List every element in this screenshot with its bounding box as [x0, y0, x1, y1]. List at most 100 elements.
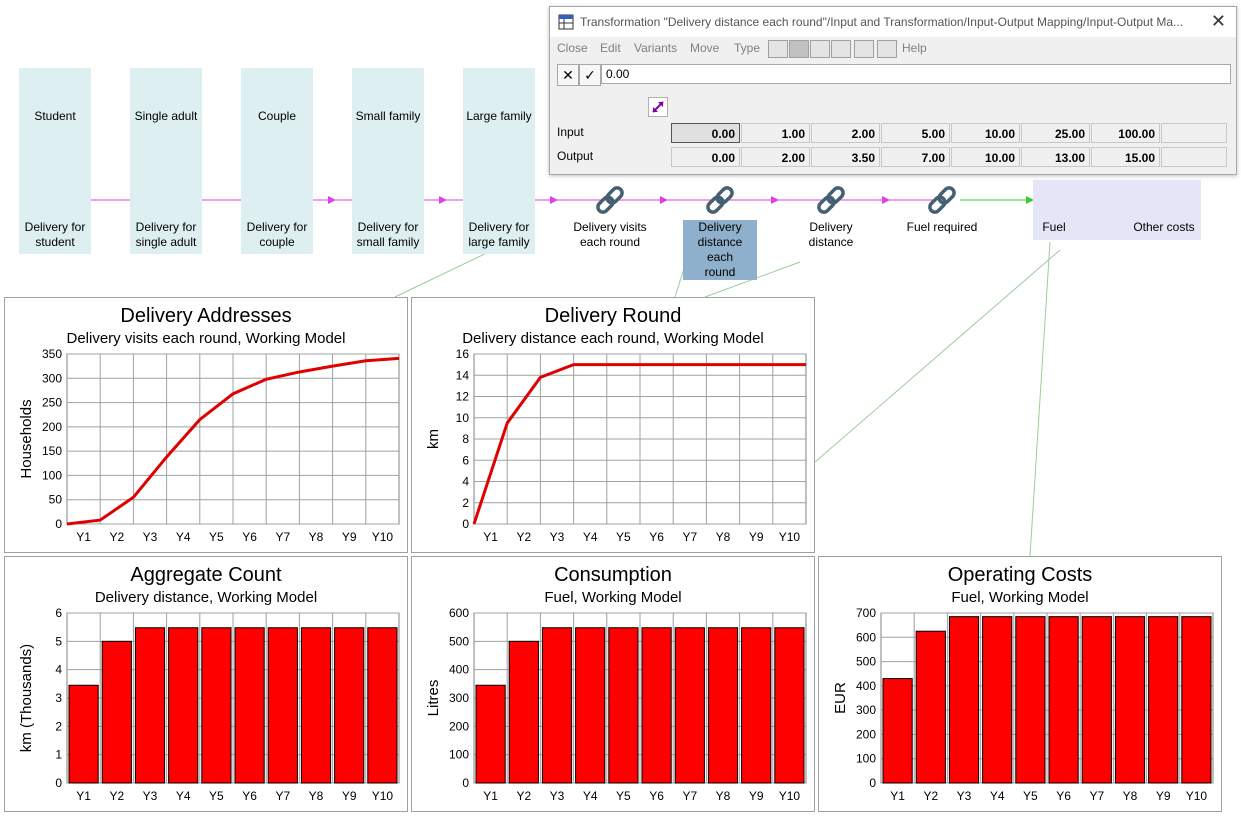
delivery-node-label[interactable]: Delivery for large family	[468, 220, 530, 249]
bar[interactable]	[1015, 616, 1046, 784]
series-line[interactable]	[66, 356, 400, 526]
bar[interactable]	[101, 640, 132, 784]
input-cell[interactable]: 2.00	[811, 123, 880, 143]
bar[interactable]	[641, 627, 672, 784]
y-tick-label: 8	[462, 432, 469, 446]
bar[interactable]	[575, 627, 606, 784]
output-cell[interactable]: 2.00	[741, 147, 810, 167]
menu-help[interactable]: Help	[902, 41, 927, 55]
chain-link-icon[interactable]	[596, 186, 624, 214]
menu-variants[interactable]: Variants	[634, 41, 678, 55]
bar[interactable]	[774, 627, 805, 784]
bar[interactable]	[741, 627, 772, 784]
delivery-node-label[interactable]: Delivery for couple	[246, 220, 308, 249]
source-node-label[interactable]: Student	[34, 109, 76, 123]
bar[interactable]	[948, 616, 980, 784]
chain-link-icon[interactable]	[928, 186, 956, 214]
bar[interactable]	[300, 627, 332, 784]
chart-delivery-addresses[interactable]: 0 50 100 150 200 250 300 350 Y1 Y2 Y3 Y4 Y5 Y6 Y7 Y8 Y9 Y…	[4, 297, 408, 553]
fuel-node-label[interactable]: Fuel	[1042, 220, 1066, 234]
bar[interactable]	[134, 627, 166, 784]
resize-arrow-icon[interactable]	[648, 97, 668, 117]
menu-move[interactable]: Move	[690, 41, 720, 55]
input-cell[interactable]: 25.00	[1021, 123, 1090, 143]
output-cell[interactable]: 7.00	[881, 147, 950, 167]
input-cell[interactable]	[1161, 123, 1227, 143]
source-node-label[interactable]: Small family	[355, 109, 421, 123]
bar[interactable]	[201, 627, 232, 784]
output-row-label: Output	[557, 149, 594, 163]
toolbar-type-icon-2[interactable]	[789, 40, 809, 58]
series-line[interactable]	[472, 363, 806, 525]
bar[interactable]	[608, 627, 639, 784]
bar[interactable]	[168, 627, 199, 784]
bar[interactable]	[68, 684, 99, 784]
output-cell[interactable]: 13.00	[1021, 147, 1090, 167]
output-cell[interactable]: 0.00	[671, 147, 740, 167]
bar[interactable]	[915, 630, 946, 784]
output-cell[interactable]	[1161, 147, 1227, 167]
chart-aggregate-count[interactable]: 0 1 2 3 4 5 6 Y1 Y2 Y3 Y4 Y5 Y6 Y7 Y8 Y9 Y10 km (Thousand…	[4, 556, 408, 812]
cancel-formula-button[interactable]: ✕	[557, 64, 579, 86]
toolbar-grid-icon[interactable]	[810, 40, 830, 58]
bar[interactable]	[1181, 616, 1212, 784]
input-cell[interactable]: 5.00	[881, 123, 950, 143]
menu-type[interactable]: Type	[734, 41, 761, 55]
input-cell[interactable]: 100.00	[1091, 123, 1160, 143]
toolbar-calendar-icon[interactable]	[877, 40, 897, 58]
chart-operating-costs[interactable]: 0 100 200 300 400 500 600 700 Y1 Y2 Y3 Y4 Y5 Y6 Y7 Y8 Y9…	[818, 556, 1222, 812]
y-tick-label: 12	[456, 390, 470, 404]
chart-delivery-round[interactable]: 0 2 4 6 8 10 12 14 16 Y1 Y2 Y3 Y4 Y5 Y6 Y7 Y8 Y9 Y10 km Deli…	[411, 297, 815, 553]
output-cell[interactable]: 3.50	[811, 147, 880, 167]
transformation-window[interactable]: Transformation "Delivery distance each r…	[549, 6, 1237, 175]
toolbar-type-icon-1[interactable]	[768, 40, 788, 58]
chain-node-label[interactable]: Delivery visits each round	[573, 220, 647, 249]
bar[interactable]	[334, 627, 365, 784]
delivery-node-label[interactable]: Delivery for single adult	[135, 220, 197, 249]
bar[interactable]	[367, 627, 398, 784]
y-tick-label: 0	[462, 517, 469, 531]
bar[interactable]	[674, 627, 705, 784]
bar[interactable]	[475, 684, 506, 784]
window-titlebar[interactable]: Transformation "Delivery distance each r…	[550, 7, 1236, 37]
source-node-label[interactable]: Single adult	[134, 109, 198, 123]
toolbar-chart-icon[interactable]	[831, 40, 851, 58]
confirm-formula-button[interactable]: ✓	[579, 64, 601, 86]
y-tick-label: 5	[55, 634, 62, 648]
other-costs-node-label[interactable]: Other costs	[1133, 220, 1195, 234]
menu-edit[interactable]: Edit	[600, 41, 621, 55]
chart-consumption[interactable]: 0 100 200 300 400 500 600 Y1 Y2 Y3 Y4 Y5 Y6 Y7 Y8 Y9 Y10…	[411, 556, 815, 812]
chain-link-icon[interactable]	[706, 186, 734, 214]
formula-input[interactable]: 0.00	[601, 64, 1231, 84]
input-cell[interactable]: 1.00	[741, 123, 810, 143]
source-node-label[interactable]: Couple	[257, 109, 297, 123]
bar[interactable]	[982, 616, 1013, 784]
bar[interactable]	[707, 627, 739, 784]
bar[interactable]	[541, 627, 573, 784]
bar[interactable]	[1114, 616, 1146, 784]
menu-close[interactable]: Close	[557, 41, 588, 55]
close-icon[interactable]: ✕	[1210, 11, 1226, 31]
bar[interactable]	[234, 627, 265, 784]
output-cell[interactable]: 10.00	[951, 147, 1020, 167]
output-cell[interactable]: 15.00	[1091, 147, 1160, 167]
y-tick-label: 50	[49, 493, 63, 507]
chain-node-label[interactable]: Delivery distance	[808, 220, 854, 249]
chart-svg: 0 100 200 300 400 500 600 Y1 Y2 Y3 Y4 Y5 Y6 Y7 Y8 Y9 Y10…	[425, 606, 807, 803]
delivery-node-label[interactable]: Delivery for small family	[356, 220, 420, 249]
chain-node-label[interactable]: Fuel required	[906, 220, 978, 234]
bar[interactable]	[1081, 616, 1112, 784]
toolbar-copy-icon[interactable]	[854, 40, 874, 58]
bar[interactable]	[267, 627, 298, 784]
source-node-label[interactable]: Large family	[466, 109, 532, 123]
bar[interactable]	[508, 640, 539, 784]
input-cell[interactable]: 0.00	[671, 123, 740, 143]
input-cell[interactable]: 10.00	[951, 123, 1020, 143]
chain-link-icon[interactable]	[817, 186, 845, 214]
chain-node-label[interactable]: Delivery distance each round	[683, 220, 757, 280]
bar[interactable]	[1148, 616, 1179, 784]
delivery-node-label[interactable]: Delivery for student	[24, 220, 86, 249]
bar[interactable]	[882, 678, 913, 784]
bar[interactable]	[1048, 616, 1079, 784]
y-tick-label: 0	[55, 517, 62, 531]
